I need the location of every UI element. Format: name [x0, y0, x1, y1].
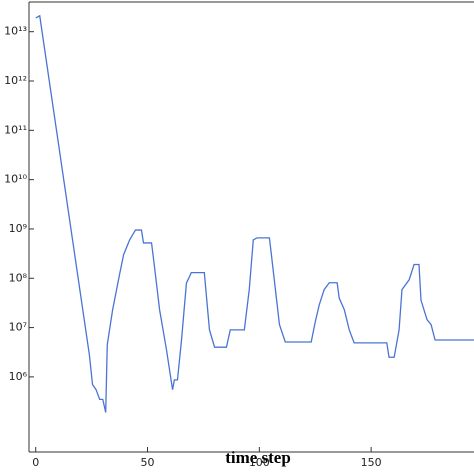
y-tick-label: 10¹³ [4, 25, 27, 38]
x-axis-label: time step [225, 448, 291, 467]
data-line [35, 14, 474, 413]
x-tick-label: 0 [32, 456, 39, 469]
y-tick-label: 10⁷ [9, 321, 27, 334]
x-tick-label: 150 [361, 456, 382, 469]
y-tick-label: 10⁹ [9, 222, 27, 235]
y-tick-label: 10¹¹ [4, 123, 27, 136]
x-tick-label: 100 [249, 456, 270, 469]
y-tick-label: 10¹² [4, 74, 27, 87]
x-tick-label: 50 [141, 456, 155, 469]
y-tick-label: 10⁸ [9, 271, 28, 284]
y-tick-label: 10¹⁰ [4, 173, 27, 186]
y-tick-label: 10⁶ [9, 370, 28, 383]
